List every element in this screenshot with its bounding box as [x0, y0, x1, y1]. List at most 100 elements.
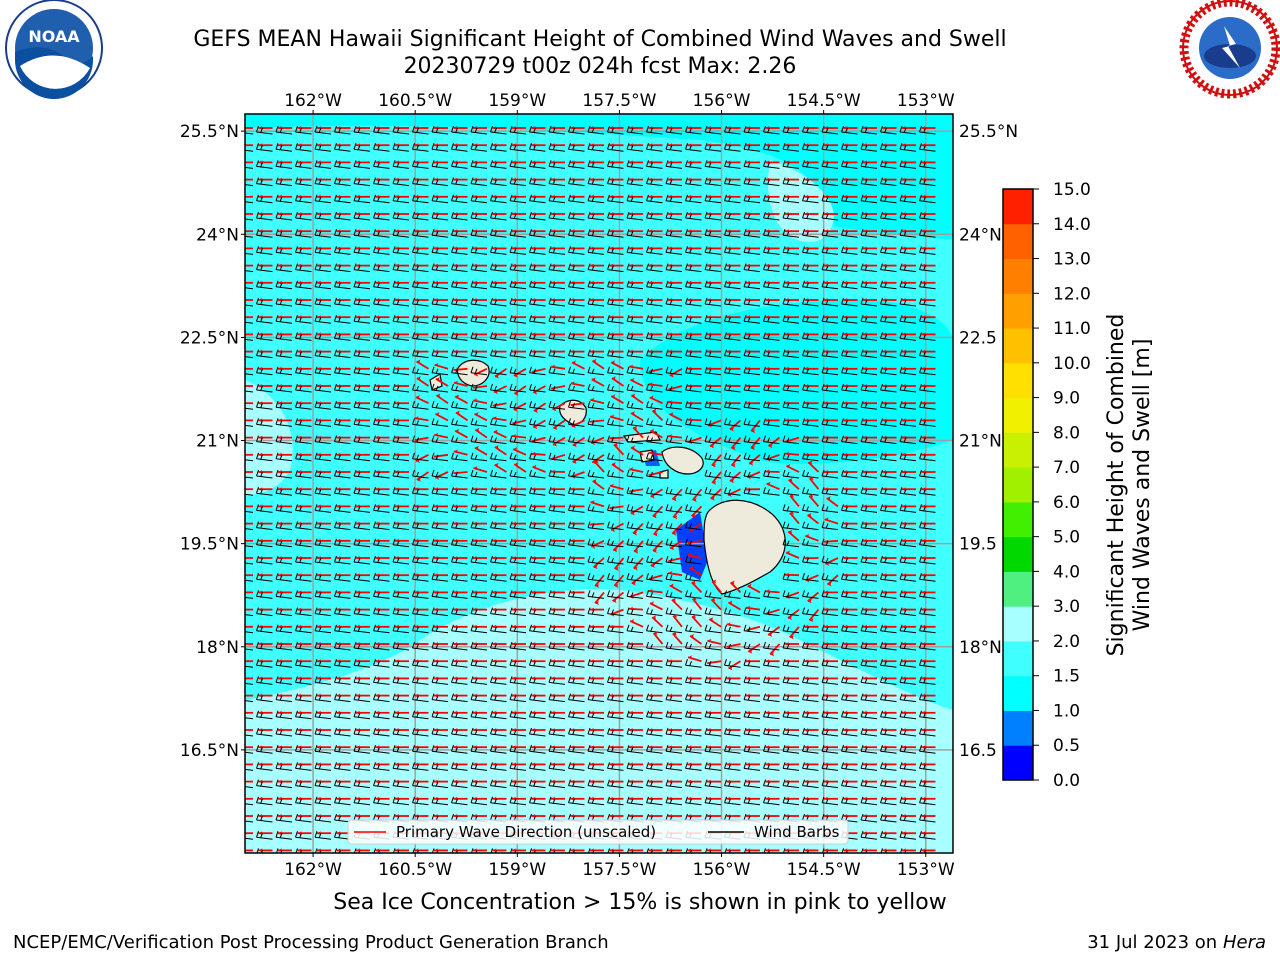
wave-arrow-head [570, 177, 575, 182]
wind-barb [256, 194, 273, 204]
lat-label-right: 16.5 [959, 741, 997, 761]
wind-barb [880, 366, 897, 376]
wind-barb [841, 280, 858, 290]
wind-barb [509, 504, 527, 513]
wind-barb [490, 177, 507, 187]
wind-barb [899, 246, 917, 255]
wind-barb [626, 229, 644, 238]
wind-barb [919, 211, 936, 221]
wind-barb [685, 125, 702, 135]
colorbar-tick-label: 15.0 [1053, 180, 1091, 200]
wave-arrow-head [882, 177, 887, 182]
wave-arrow-head [863, 315, 867, 320]
wind-barb [821, 315, 839, 324]
wave-arrow-head [356, 366, 360, 371]
wave-arrow-head [453, 246, 458, 251]
wave-arrow-head [512, 177, 516, 182]
wave-arrow-head [375, 435, 380, 440]
wave-arrow-head [726, 366, 731, 371]
wave-arrow-head [395, 143, 399, 148]
wave-arrow-head [239, 831, 243, 835]
wave-arrow-head [804, 143, 809, 148]
sea-ice-caption: Sea Ice Concentration > 15% is shown in … [333, 890, 947, 915]
wave-arrow-head [414, 246, 419, 251]
wind-barb [548, 401, 566, 410]
wave-arrow-head [902, 246, 906, 251]
wave-arrow-head [356, 246, 360, 251]
wind-barb [880, 315, 897, 324]
wind-barb [334, 280, 351, 290]
wave-arrow-head [375, 194, 380, 199]
wave-arrow-head [551, 364, 556, 369]
wind-barb [334, 332, 351, 341]
wind-barb [548, 143, 566, 152]
wind-barb [470, 125, 488, 135]
wave-arrow-head [278, 229, 282, 234]
wave-arrow-head [395, 246, 399, 251]
wave-arrow-head [414, 315, 419, 320]
wind-barb [314, 177, 332, 187]
wave-arrow-head [473, 315, 477, 320]
wind-barb [490, 418, 507, 427]
wave-arrow-head [356, 229, 360, 234]
wind-barb [256, 297, 273, 307]
wave-direction-arrow [513, 385, 527, 395]
wind-barb [529, 229, 546, 238]
wave-arrow-head [258, 504, 263, 509]
wind-barb [529, 143, 546, 152]
wind-barb [568, 229, 585, 238]
colorbar-segment [1003, 189, 1033, 225]
wind-barb [295, 263, 312, 273]
wave-arrow-head [297, 435, 302, 440]
wave-arrow-head [863, 229, 867, 234]
wind-barb [724, 401, 741, 410]
wind-barb [245, 338, 254, 341]
wave-arrow-head [804, 263, 809, 268]
wave-arrow-head [843, 246, 848, 251]
wind-barb [275, 229, 293, 238]
wave-arrow-head [843, 177, 848, 182]
wind-barb [919, 418, 936, 427]
wave-arrow-head [650, 428, 655, 433]
wave-arrow-head [258, 177, 263, 182]
wave-arrow-head [492, 160, 497, 165]
wind-barb [529, 160, 546, 169]
wind-barb [626, 143, 644, 152]
wind-barb [470, 211, 488, 221]
wind-barb [295, 280, 312, 290]
wave-direction-arrow [767, 436, 781, 447]
wind-barb [373, 383, 390, 393]
wind-barb [568, 418, 585, 427]
wave-arrow-head [297, 263, 302, 268]
wave-arrow-head [239, 556, 243, 560]
wind-barb [646, 143, 663, 152]
wind-barb [587, 263, 605, 273]
wave-direction-arrow [454, 395, 468, 404]
wave-arrow-head [882, 160, 887, 165]
wind-barb [821, 177, 839, 187]
wind-barb [412, 366, 429, 376]
wave-arrow-head [843, 194, 848, 199]
wave-arrow-head [902, 263, 906, 268]
wave-arrow-head [551, 487, 555, 492]
wind-barb [353, 349, 371, 359]
wind-barb [685, 366, 702, 376]
wave-arrow-head [375, 401, 380, 406]
wind-barb [353, 125, 371, 135]
wind-barb [607, 487, 624, 496]
wind-barb [626, 177, 644, 187]
wave-arrow-head [512, 315, 516, 320]
wave-arrow-head [707, 177, 711, 182]
wind-barb [373, 125, 390, 135]
wind-barb [373, 487, 390, 496]
wind-barb [646, 177, 663, 187]
wave-arrow-head [317, 435, 321, 440]
wave-arrow-head [707, 366, 711, 371]
wave-arrow-head [297, 229, 302, 234]
lat-label-left: 22.5°N [180, 328, 239, 348]
wave-arrow-head [609, 194, 614, 199]
wind-barb [295, 383, 312, 393]
wind-barb [841, 504, 858, 513]
wave-arrow-head [278, 246, 282, 251]
wind-barb [607, 504, 624, 513]
